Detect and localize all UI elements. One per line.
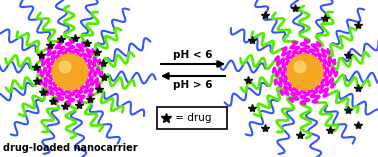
Text: pH < 6: pH < 6 [173, 50, 213, 60]
Circle shape [52, 54, 88, 90]
Text: = drug: = drug [172, 113, 212, 123]
FancyBboxPatch shape [157, 107, 227, 129]
Text: drug-loaded nanocarrier: drug-loaded nanocarrier [3, 143, 137, 153]
Circle shape [59, 61, 71, 73]
Circle shape [294, 61, 306, 73]
Text: pH > 6: pH > 6 [173, 80, 213, 90]
Circle shape [287, 54, 323, 90]
